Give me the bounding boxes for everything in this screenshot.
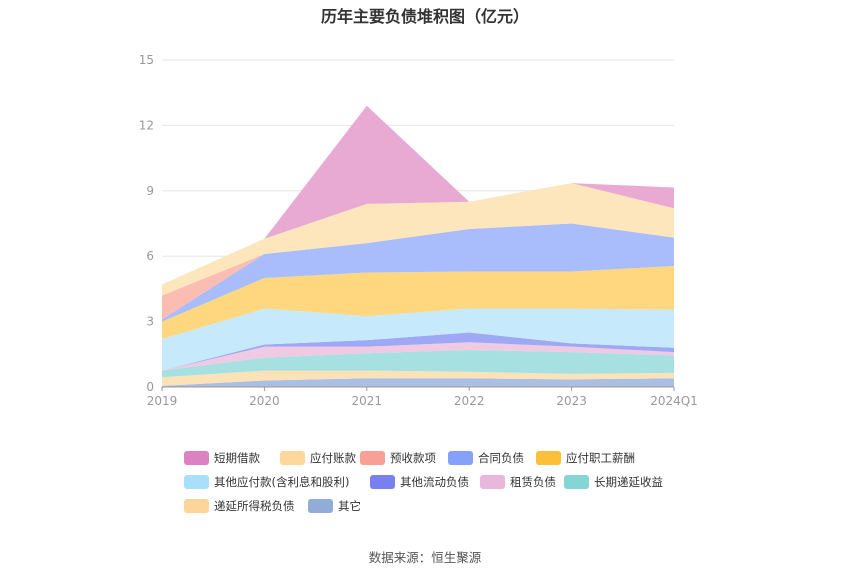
area-其他流动负债 xyxy=(162,332,674,371)
legend-swatch xyxy=(448,451,473,465)
x-tick-label: 2022 xyxy=(454,394,485,408)
legend-swatch xyxy=(564,475,589,489)
legend-label: 预收款项 xyxy=(390,451,436,465)
legend-swatch xyxy=(280,451,305,465)
y-tick-label: 15 xyxy=(139,53,154,67)
legend-swatch xyxy=(480,475,505,489)
y-tick-label: 9 xyxy=(146,184,154,198)
legend-item[interactable]: 短期借款 xyxy=(184,450,260,466)
area-租赁负债 xyxy=(162,342,674,371)
y-tick-label: 0 xyxy=(146,380,154,394)
y-tick-label: 3 xyxy=(146,315,154,329)
legend-swatch xyxy=(536,451,561,465)
area-其他应付款(含利息和股利) xyxy=(162,308,674,371)
legend-swatch xyxy=(184,451,209,465)
legend-item[interactable]: 递延所得税负债 xyxy=(184,498,295,514)
legend-swatch xyxy=(308,499,333,513)
legend-swatch xyxy=(360,451,385,465)
area-递延所得税负债 xyxy=(162,370,674,386)
legend-label: 其他应付款(含利息和股利) xyxy=(214,475,350,489)
y-tick-label: 6 xyxy=(146,249,154,263)
legend-label: 合同负债 xyxy=(478,451,524,465)
legend-item[interactable]: 其他应付款(含利息和股利) xyxy=(184,474,349,490)
x-tick-label: 2020 xyxy=(249,394,280,408)
x-tick-label: 2021 xyxy=(352,394,383,408)
legend-label: 应付职工薪酬 xyxy=(566,451,635,465)
legend-item[interactable]: 长期递延收益 xyxy=(564,474,663,490)
legend-swatch xyxy=(184,499,209,513)
x-tick-label: 2019 xyxy=(147,394,178,408)
legend-item[interactable]: 其他流动负债 xyxy=(370,474,469,490)
area-其它 xyxy=(162,378,674,387)
legend-item[interactable]: 预收款项 xyxy=(360,450,436,466)
legend-label: 长期递延收益 xyxy=(594,475,663,489)
y-tick-label: 12 xyxy=(139,118,154,132)
legend-item[interactable]: 应付职工薪酬 xyxy=(536,450,635,466)
legend-swatch xyxy=(370,475,395,489)
area-series xyxy=(162,105,674,387)
x-tick-label: 2023 xyxy=(556,394,587,408)
legend-label: 应付账款 xyxy=(310,451,356,465)
legend-item[interactable]: 应付账款 xyxy=(280,450,356,466)
legend-label: 其它 xyxy=(338,499,361,513)
legend-label: 递延所得税负债 xyxy=(214,499,295,513)
legend-label: 其他流动负债 xyxy=(400,475,469,489)
area-短期借款 xyxy=(162,105,674,285)
data-source: 数据来源：恒生聚源 xyxy=(368,550,482,565)
legend-item[interactable]: 其它 xyxy=(308,498,361,514)
x-tick-label: 2024Q1 xyxy=(650,394,698,408)
stacked-area-chart: 0 3 6 9 12 15 2019 2020 2021 2022 2023 2024Q1 xyxy=(139,53,698,408)
area-长期递延收益 xyxy=(162,349,674,378)
legend-item[interactable]: 租赁负债 xyxy=(480,474,556,490)
legend-swatch xyxy=(184,475,209,489)
area-合同负债 xyxy=(162,223,674,322)
axes: 0 3 6 9 12 15 2019 2020 2021 2022 2023 2024Q1 xyxy=(139,53,698,408)
legend-label: 短期借款 xyxy=(214,451,260,465)
area-应付职工薪酬 xyxy=(162,266,674,340)
chart-title: 历年主要负债堆积图（亿元） xyxy=(320,7,529,26)
legend-label: 租赁负债 xyxy=(510,475,556,489)
area-应付账款 xyxy=(162,183,674,296)
legend-item[interactable]: 合同负债 xyxy=(448,450,524,466)
